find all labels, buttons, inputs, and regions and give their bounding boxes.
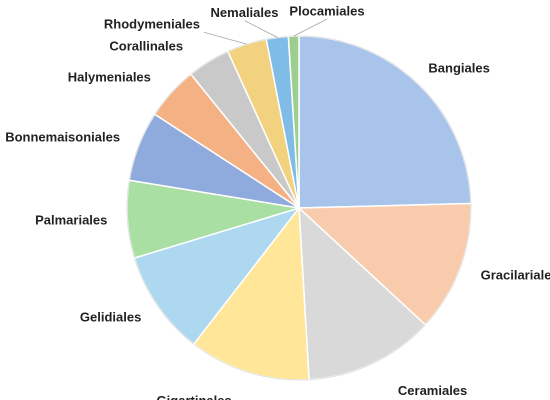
pie-slice-edge-ceramiales	[309, 324, 426, 381]
pie-label-nemaliales: Nemaliales	[211, 5, 279, 20]
pie-slice-edge-halymeniales	[154, 73, 192, 115]
leader-line-nemaliales	[244, 20, 278, 38]
pie-slice-edge-gracilariales	[424, 203, 472, 326]
pie-label-bangiales: Bangiales	[428, 60, 489, 75]
pie-label-plocamiales: Plocamiales	[289, 4, 364, 19]
pie-label-rhodymeniales: Rhodymeniales	[104, 17, 200, 32]
pie-labels: Bangiales Gracilariales Ceramiales Gigartin…	[5, 4, 550, 400]
pie-slice-gelidiales	[133, 206, 302, 346]
pie-label-palmariales: Palmariales	[35, 212, 107, 227]
pie-slice-gracilariales	[297, 202, 472, 326]
pie-slice-edge-bangiales	[298, 35, 472, 204]
leader-lines	[203, 18, 328, 45]
pie-label-corallinales: Corallinales	[109, 38, 183, 53]
pie-slices	[126, 35, 472, 381]
pie-label-gigartinales: Gigartinales	[157, 393, 232, 400]
leader-line-plocamiales	[293, 18, 328, 37]
pie-label-halymeniales: Halymeniales	[68, 70, 151, 85]
pie-slice-ceramiales	[298, 206, 427, 381]
pie-slice-edge-bonnemaisoniales	[128, 114, 156, 181]
pie-slice-bangiales	[298, 35, 472, 209]
pie-slice-edge-palmariales	[126, 180, 135, 259]
pie-slice-edge-gelidiales	[133, 257, 195, 345]
pie-slice-gigartinales	[192, 205, 310, 381]
pie-label-bonnemaisoniales: Bonnemaisoniales	[5, 129, 120, 144]
pie-slice-plocamiales	[287, 35, 300, 209]
leader-line-rhodymeniales	[203, 31, 247, 45]
pie-slice-edge-gigartinales	[193, 343, 310, 381]
pie-label-gracilariales: Gracilariales	[481, 268, 550, 283]
pie-label-gelidiales: Gelidiales	[80, 310, 141, 325]
pie-label-ceramiales: Ceramiales	[398, 383, 467, 398]
